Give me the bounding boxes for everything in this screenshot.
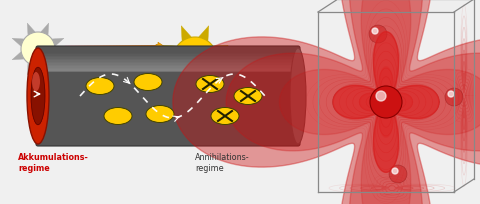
Bar [96, 45, 100, 54]
Bar [40, 53, 296, 56]
Bar [125, 45, 129, 54]
Ellipse shape [27, 49, 49, 144]
Bar [103, 45, 107, 54]
FancyArrow shape [156, 43, 168, 57]
Bar [40, 59, 296, 62]
Ellipse shape [86, 78, 114, 95]
Polygon shape [226, 0, 480, 204]
Bar [40, 65, 296, 68]
Bar [157, 45, 160, 54]
Bar [40, 70, 296, 73]
Circle shape [376, 92, 386, 102]
Bar [122, 45, 126, 54]
Polygon shape [198, 27, 209, 42]
Polygon shape [279, 0, 480, 204]
Polygon shape [454, 0, 474, 192]
Bar [154, 45, 157, 54]
Circle shape [173, 38, 217, 82]
Circle shape [445, 89, 463, 106]
Bar [128, 45, 132, 54]
Bar [74, 45, 78, 54]
Bar [90, 45, 94, 54]
Polygon shape [379, 94, 393, 111]
Polygon shape [52, 39, 64, 47]
Polygon shape [52, 52, 64, 60]
Polygon shape [12, 39, 24, 47]
Circle shape [369, 26, 387, 44]
Polygon shape [366, 77, 406, 128]
Bar [144, 45, 148, 54]
Circle shape [389, 165, 407, 183]
Polygon shape [12, 52, 24, 60]
Polygon shape [41, 24, 48, 36]
Bar [100, 45, 104, 54]
Ellipse shape [31, 68, 45, 125]
Polygon shape [372, 86, 399, 119]
Bar [40, 67, 296, 70]
Text: Akkumulations-
regime: Akkumulations- regime [18, 152, 89, 172]
Bar [78, 45, 81, 54]
Text: Lichtintensität: Lichtintensität [85, 52, 148, 61]
Bar [116, 45, 120, 54]
Bar [40, 62, 296, 65]
Polygon shape [27, 24, 36, 36]
Bar [65, 45, 69, 54]
Polygon shape [198, 78, 209, 93]
Bar [84, 45, 88, 54]
Bar [151, 45, 154, 54]
Bar [81, 45, 84, 54]
Polygon shape [181, 78, 192, 93]
Bar [87, 45, 91, 54]
Circle shape [21, 33, 55, 67]
Ellipse shape [134, 74, 162, 91]
Bar [40, 58, 296, 61]
Ellipse shape [211, 108, 239, 125]
Polygon shape [360, 68, 412, 137]
Bar [40, 56, 296, 59]
Bar [94, 45, 97, 54]
Ellipse shape [290, 49, 306, 144]
Text: Annihilations-
regime: Annihilations- regime [195, 152, 250, 172]
Polygon shape [360, 69, 413, 136]
Polygon shape [213, 46, 228, 56]
Ellipse shape [234, 88, 262, 105]
Bar [68, 45, 72, 54]
Polygon shape [333, 32, 439, 173]
Polygon shape [27, 63, 36, 75]
Bar [72, 45, 75, 54]
Bar [147, 45, 151, 54]
Circle shape [392, 168, 398, 174]
Polygon shape [318, 0, 474, 13]
Bar [109, 45, 113, 54]
Polygon shape [318, 13, 454, 192]
Bar [106, 45, 110, 54]
Bar [138, 45, 142, 54]
Bar [141, 45, 144, 54]
Polygon shape [173, 0, 480, 204]
Polygon shape [333, 33, 439, 172]
Ellipse shape [104, 108, 132, 125]
Bar [40, 64, 296, 67]
Polygon shape [41, 63, 48, 75]
Bar [40, 55, 296, 58]
Bar [112, 45, 116, 54]
Circle shape [370, 86, 402, 118]
Circle shape [448, 92, 454, 98]
Circle shape [372, 29, 378, 35]
Polygon shape [181, 27, 192, 42]
Ellipse shape [146, 106, 174, 123]
Polygon shape [162, 63, 177, 73]
Bar [40, 61, 296, 64]
Ellipse shape [196, 76, 224, 93]
Bar [135, 45, 138, 54]
Bar [132, 45, 135, 54]
Bar [119, 45, 122, 54]
FancyBboxPatch shape [36, 47, 300, 146]
Polygon shape [162, 46, 177, 56]
Ellipse shape [32, 73, 40, 92]
Bar [40, 68, 296, 71]
Polygon shape [213, 63, 228, 73]
